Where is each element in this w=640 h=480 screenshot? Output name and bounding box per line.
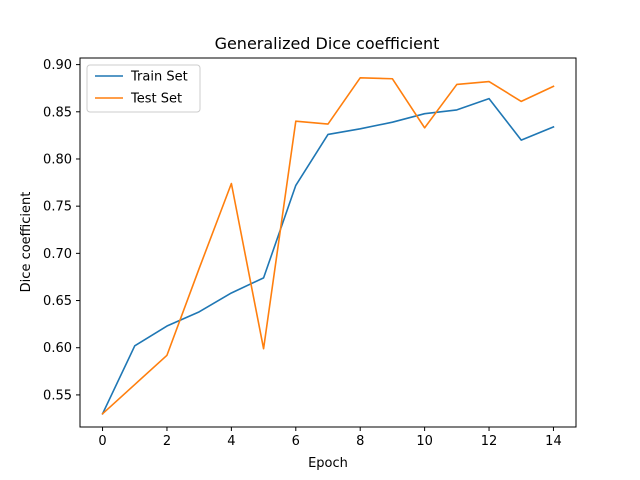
x-tick-label: 2	[163, 434, 171, 449]
x-tick-label: 4	[227, 434, 235, 449]
y-tick-label: 0.85	[43, 105, 72, 120]
x-tick-label: 8	[356, 434, 364, 449]
chart-title: Generalized Dice coefficient	[215, 34, 440, 53]
x-axis-ticks: 0 2 4 6 8 10 12 14	[98, 427, 562, 449]
series-line-test-set	[101, 77, 555, 415]
legend-label: Train Set	[130, 70, 188, 85]
x-tick-label: 14	[545, 434, 562, 449]
y-tick-label: 0.75	[43, 200, 72, 215]
y-axis-ticks: 0.55 0.60 0.65 0.70 0.75 0.80 0.85 0.90	[43, 58, 80, 403]
x-tick-label: 0	[98, 434, 106, 449]
legend-label: Test Set	[130, 92, 182, 107]
x-tick-label: 10	[416, 434, 433, 449]
plot-area: 0 2 4 6 8 10 12 14 0.55 0.60 0.65 0.70 0.75 0.80 0.85…	[43, 57, 577, 449]
y-tick-label: 0.70	[43, 247, 72, 262]
axes-frame	[79, 57, 577, 428]
x-tick-label: 12	[481, 434, 498, 449]
y-tick-label: 0.55	[43, 388, 72, 403]
x-axis-label: Epoch	[308, 456, 348, 471]
y-tick-label: 0.65	[43, 294, 72, 309]
legend: Train Set Test Set	[86, 64, 201, 113]
y-tick-label: 0.90	[43, 58, 72, 73]
series-line-train-set	[101, 97, 555, 415]
y-axis-label: Dice coefficient	[19, 192, 34, 293]
y-tick-label: 0.80	[43, 152, 72, 167]
series-layer	[101, 77, 555, 415]
y-tick-label: 0.60	[43, 341, 72, 356]
x-tick-label: 6	[292, 434, 300, 449]
